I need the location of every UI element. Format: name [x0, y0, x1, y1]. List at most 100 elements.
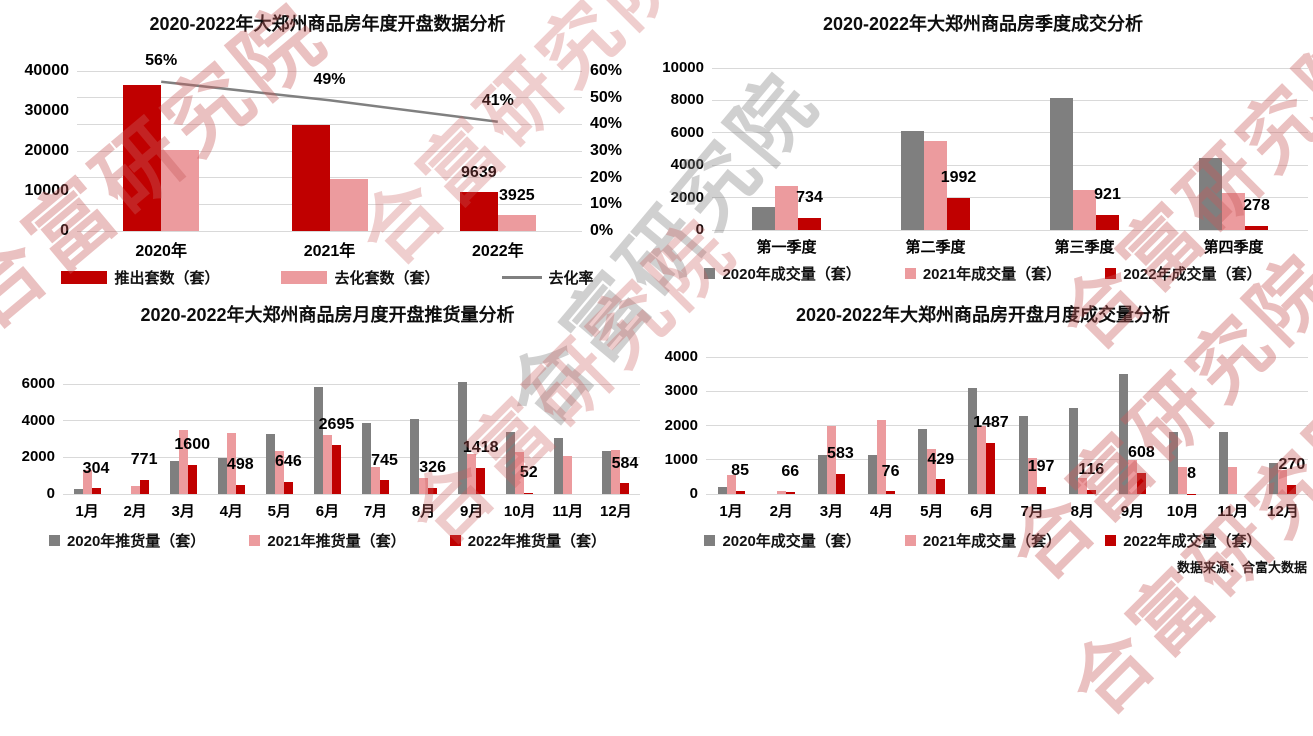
data-label: 646: [275, 454, 302, 471]
x-category-label: 10月: [1158, 494, 1208, 521]
y-axis-tick-label: 2000: [671, 189, 704, 207]
x-category-label: 2月: [756, 494, 806, 521]
x-category-label: 12月: [1258, 494, 1308, 521]
x-category-label: 3月: [159, 494, 207, 521]
legend-swatch: [49, 535, 60, 546]
x-category-label: 2021年: [245, 231, 413, 261]
data-label: 1487: [973, 415, 1009, 432]
y-axis-tick-label: 10%: [590, 195, 622, 213]
bar: [554, 438, 563, 494]
legend-swatch: [704, 268, 715, 279]
bar: [188, 465, 197, 494]
y-axis-tick-label: 30000: [25, 102, 70, 120]
y-axis-tick-label: 0: [696, 221, 704, 239]
data-label: 76: [882, 464, 900, 481]
gridline: [712, 132, 1308, 133]
legend-label: 2022年成交量（套）: [1123, 263, 1261, 284]
legend-swatch: [61, 271, 107, 284]
legend-label: 2021年推货量（套）: [267, 530, 405, 551]
legend-item: 2021年成交量（套）: [905, 263, 1061, 284]
legend: 推出套数（套）去化套数（套）去化率: [15, 267, 640, 288]
x-category-label: 10月: [496, 494, 544, 521]
data-label: 583: [827, 446, 854, 463]
legend-swatch: [1105, 535, 1116, 546]
legend-label: 推出套数（套）: [114, 267, 219, 288]
legend-item: 2021年成交量（套）: [905, 530, 1061, 551]
bar: [1169, 432, 1178, 494]
bar: [868, 455, 877, 494]
bar: [1078, 478, 1087, 494]
legend-label: 2021年成交量（套）: [923, 263, 1061, 284]
legend-item: 2020年成交量（套）: [704, 530, 860, 551]
gridline: [712, 100, 1308, 101]
bar: [1219, 432, 1228, 494]
chart-title: 2020-2022年大郑州商品房年度开盘数据分析: [15, 5, 640, 35]
bar: [419, 478, 428, 494]
x-category-label: 7月: [351, 494, 399, 521]
legend-item: 2021年推货量（套）: [249, 530, 405, 551]
data-label: 304: [83, 461, 110, 478]
y-axis-tick-label: 20%: [590, 169, 622, 187]
bar: [1087, 490, 1096, 494]
bar: [236, 485, 245, 494]
x-category-label: 11月: [1208, 494, 1258, 521]
bar: [476, 468, 485, 494]
chart-title: 2020-2022年大郑州商品房开盘月度成交量分析: [658, 296, 1308, 326]
x-category-label: 5月: [255, 494, 303, 521]
bar: [1037, 487, 1046, 494]
data-source-note: 数据来源：合富大数据: [1177, 557, 1307, 576]
y-axis-tick-label: 0: [60, 222, 69, 240]
x-category-label: 5月: [907, 494, 957, 521]
y-axis-tick-label: 4000: [22, 412, 55, 430]
y-axis-tick-label: 30%: [590, 142, 622, 160]
bar: [1269, 463, 1278, 494]
bar: [968, 388, 977, 494]
bar: [977, 426, 986, 495]
gridline: [706, 459, 1308, 460]
chart-title: 2020-2022年大郑州商品房月度开盘推货量分析: [15, 296, 640, 326]
bar: [886, 491, 895, 494]
y-axis-tick-label: 0: [690, 485, 698, 503]
y-axis-tick-label: 4000: [665, 348, 698, 366]
legend-label: 2020年成交量（套）: [722, 530, 860, 551]
data-label: 1418: [463, 440, 499, 457]
y-axis-tick-label: 4000: [671, 156, 704, 174]
legend-swatch: [1105, 268, 1116, 279]
x-category-label: 11月: [544, 494, 592, 521]
bar: [1019, 416, 1028, 494]
bar: [877, 420, 886, 494]
bar: [986, 443, 995, 494]
bar: [918, 429, 927, 494]
bar: [1119, 374, 1128, 494]
x-category-label: 第四季度: [1159, 230, 1308, 257]
x-category-label: 第一季度: [712, 230, 861, 257]
bar: [775, 186, 798, 230]
gridline: [712, 68, 1308, 69]
legend: 2020年成交量（套）2021年成交量（套）2022年成交量（套）: [658, 263, 1308, 284]
gridline: [706, 357, 1308, 358]
x-category-label: 2月: [111, 494, 159, 521]
bar: [736, 491, 745, 494]
gridline: [706, 391, 1308, 392]
bar: [362, 423, 371, 494]
bar: [1287, 485, 1296, 494]
y-axis-tick-label: 6000: [22, 375, 55, 393]
bar: [947, 198, 970, 230]
y-axis-tick-label: 1000: [665, 451, 698, 469]
y-axis-tick-label: 0%: [590, 222, 613, 240]
legend: 2020年成交量（套）2021年成交量（套）2022年成交量（套）: [658, 530, 1308, 551]
legend-label: 2021年成交量（套）: [923, 530, 1061, 551]
data-label: 921: [1094, 187, 1121, 204]
bar: [1137, 473, 1146, 494]
line-swatch: [502, 276, 542, 279]
x-category-label: 8月: [400, 494, 448, 521]
x-category-label: 2022年: [414, 231, 582, 261]
bar: [467, 454, 476, 494]
data-label: 197: [1028, 459, 1055, 476]
